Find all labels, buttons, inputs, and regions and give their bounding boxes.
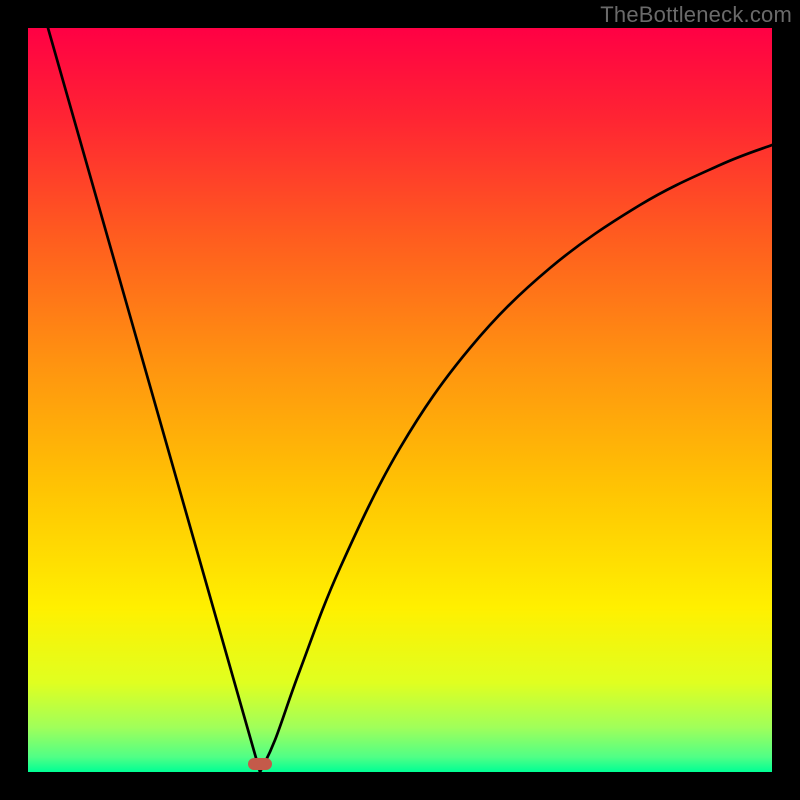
chart-container: TheBottleneck.com <box>0 0 800 800</box>
min-marker <box>248 758 272 770</box>
chart-svg <box>0 0 800 800</box>
watermark-text: TheBottleneck.com <box>600 2 792 28</box>
plot-area <box>28 28 772 772</box>
